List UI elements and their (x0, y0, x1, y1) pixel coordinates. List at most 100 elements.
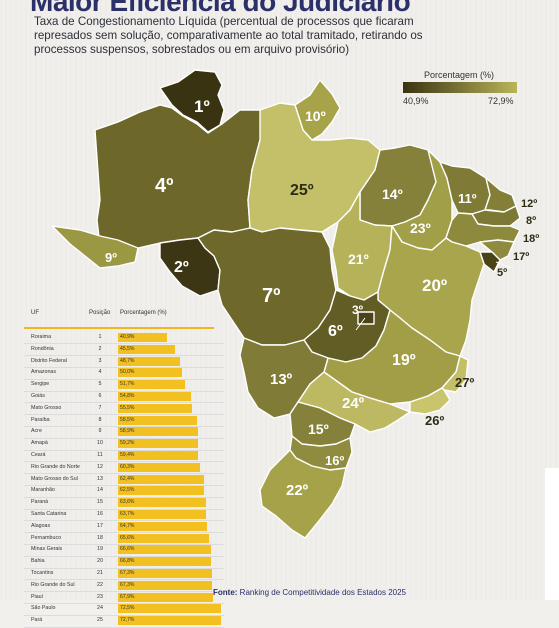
table-row: Bahia 20 66,8% (24, 556, 224, 569)
label-mt: 7º (262, 285, 280, 307)
state-df[interactable] (357, 311, 375, 325)
row-percentage-bar (118, 380, 186, 390)
row-position: 16 (97, 511, 103, 517)
row-uf: Rio Grande do Sul (31, 581, 75, 588)
row-position: 3 (98, 357, 102, 364)
page-title: Maior Eficiência do Judiciário (30, 0, 411, 17)
row-percentage: 58,9% (120, 428, 135, 435)
row-percentage: 54,8% (120, 393, 135, 399)
table-row: Mato Grosso 7 55,5% (24, 403, 224, 416)
label-ba: 20º (422, 276, 447, 295)
row-uf: Goiás (31, 393, 45, 399)
label-se: 5º (497, 267, 507, 279)
row-percentage-bar (118, 356, 181, 366)
row-percentage-bar (118, 521, 208, 531)
row-percentage-bar (118, 592, 213, 602)
row-position: 22 (97, 581, 103, 588)
state-es[interactable] (441, 355, 469, 393)
table-row: Maranhão 14 62,5% (24, 485, 224, 498)
label-ro: 2º (174, 259, 189, 276)
row-percentage-bar (118, 474, 204, 484)
row-position: 7 (98, 404, 102, 411)
row-position: 17 (97, 522, 103, 529)
row-uf: Paraíba (31, 416, 50, 423)
table-row: Alagoas 17 64,7% (24, 521, 224, 534)
table-row: Mato Grosso do Sul 13 62,4% (24, 474, 224, 486)
row-percentage: 62,4% (120, 475, 135, 482)
table-row: Ceará 11 59,4% (24, 450, 224, 463)
row-percentage-bar (118, 344, 175, 354)
row-uf: Amapá (31, 440, 48, 447)
table-row: Piauí 23 67,9% (24, 592, 224, 604)
row-percentage-bar (118, 498, 206, 508)
row-uf: Santa Catarina (31, 511, 67, 517)
row-percentage: 65,6% (120, 534, 135, 541)
row-uf: Paraná (31, 499, 49, 506)
row-uf: Bahia (31, 558, 45, 565)
row-uf: São Paulo (31, 605, 56, 612)
row-position: 24 (97, 605, 103, 612)
row-percentage-bar (118, 580, 212, 590)
label-pb: 8º (526, 215, 536, 227)
row-percentage-bar (118, 557, 211, 567)
label-es: 27º (455, 375, 474, 390)
legend-title: Porcentagem (%) (424, 70, 495, 80)
label-pi: 23º (410, 220, 431, 236)
state-ac[interactable] (51, 225, 139, 269)
label-sp: 24º (342, 395, 365, 412)
table-row: Goiás 6 54,8% (24, 391, 224, 404)
row-percentage: 50,0% (120, 369, 135, 376)
row-uf: Alagoas (31, 522, 51, 529)
source-footer: Fonte: Ranking de Competitividade dos Es… (213, 588, 406, 597)
row-percentage: 59,4% (120, 452, 135, 458)
row-position: 10 (97, 440, 103, 447)
table-row: Distrito Federal 3 48,7% (24, 356, 224, 368)
table-row: Paraná 15 63,6% (24, 497, 224, 510)
legend-gradient-bar (403, 82, 517, 93)
row-percentage: 67,3% (120, 570, 135, 576)
state-rn[interactable] (484, 177, 517, 213)
row-percentage: 67,9% (120, 593, 135, 600)
row-percentage: 63,6% (120, 499, 135, 506)
table-row: Tocantins 21 67,3% (24, 568, 224, 581)
row-percentage-bar (118, 462, 200, 472)
row-uf: Maranhão (31, 487, 55, 494)
table-row: Minas Gerais 19 66,6% (24, 544, 224, 557)
row-percentage-bar (118, 439, 199, 449)
label-go: 6º (328, 323, 343, 340)
table-row: Amazonas 4 50,0% (24, 367, 224, 380)
brazil-map: 1º 10º 4º 25º 9º 2º 7º 3º 6º 14º 23º 11º… (51, 69, 539, 539)
state-rj[interactable] (409, 387, 451, 415)
row-percentage-bar (118, 333, 167, 342)
state-rr[interactable] (159, 69, 225, 133)
row-percentage: 55,5% (120, 404, 135, 411)
row-position: 19 (97, 546, 103, 553)
state-rs[interactable] (259, 449, 347, 539)
row-percentage: 63,7% (120, 511, 135, 517)
row-uf: Piauí (31, 593, 44, 600)
table-row: São Paulo 24 72,5% (24, 603, 224, 616)
row-percentage: 64,7% (120, 522, 135, 529)
label-ce: 11º (458, 191, 477, 206)
row-position: 15 (97, 499, 103, 506)
table-row: Roraima 1 40,9% (24, 332, 224, 345)
table-row: Santa Catarina 16 63,7% (24, 509, 224, 522)
label-rs: 22º (286, 482, 309, 499)
row-uf: Sergipe (31, 381, 50, 388)
row-uf: Mato Grosso (31, 404, 62, 411)
row-uf: Amazonas (31, 369, 57, 376)
table-row: Rondônia 2 45,5% (24, 344, 224, 357)
row-uf: Rondônia (31, 345, 54, 352)
row-percentage-bar (118, 368, 183, 378)
right-edge-strip (545, 468, 559, 600)
table-row: Rio Grande do Sul 22 67,3% (24, 580, 224, 593)
header-underline (24, 327, 214, 329)
row-percentage-bar (118, 451, 199, 460)
table-row: Amapá 10 59,2% (24, 438, 224, 451)
label-am: 4º (155, 175, 173, 197)
label-sc: 16º (325, 453, 344, 468)
label-ma: 14º (382, 186, 403, 202)
row-percentage-bar (118, 403, 192, 413)
table-row: Sergipe 5 51,7% (24, 379, 224, 392)
table-row: Rio Grande do Norte 12 60,3% (24, 462, 224, 475)
